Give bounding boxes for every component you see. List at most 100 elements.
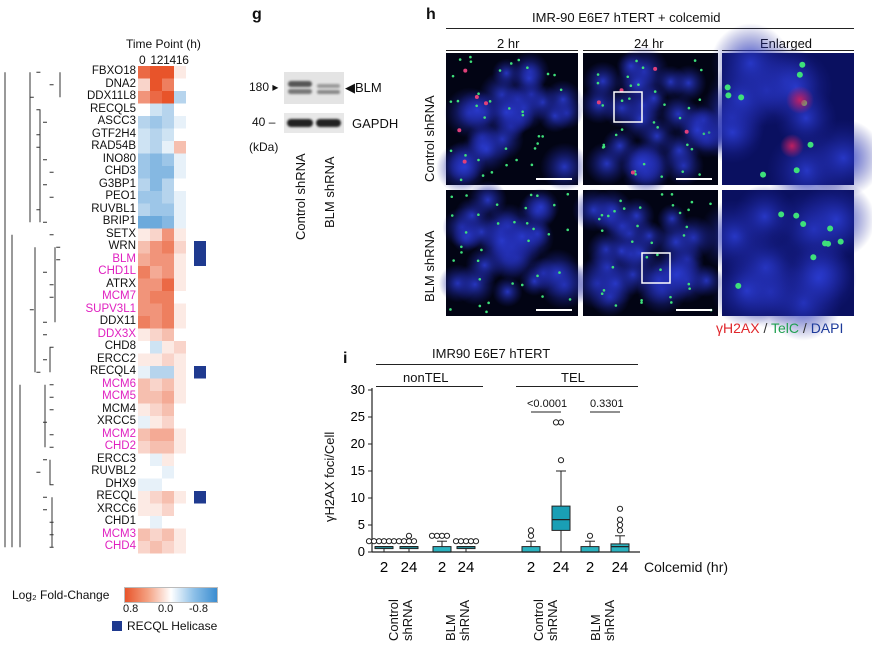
telc-foci [524, 206, 528, 210]
box-outlier [365, 538, 373, 545]
telc-foci [687, 208, 690, 212]
telc-foci [449, 149, 453, 153]
gene-label: BRIP1 [102, 215, 136, 227]
heatmap-cell [174, 203, 186, 216]
stain-legend: γH2AX / TelC / DAPI [716, 320, 844, 336]
telc-foci [698, 173, 701, 176]
gene-label: MCM4 [102, 402, 136, 415]
y-tick-label: 5 [358, 517, 365, 532]
heatmap-cell [174, 91, 186, 104]
heatmap-cell [138, 491, 150, 504]
gene-label: MCM2 [102, 427, 136, 440]
recql-marker [194, 253, 206, 266]
telc-foci [460, 251, 463, 254]
heatmap-cell [138, 178, 150, 191]
telc-foci [688, 287, 691, 290]
telc-foci [450, 214, 454, 217]
telc-foci [546, 72, 550, 76]
heatmap-cell [138, 403, 150, 416]
telc-foci [810, 254, 817, 261]
gh2ax-foci [457, 128, 462, 133]
heatmap-cell [138, 153, 150, 166]
blot-gapdh-label: GAPDH [352, 116, 399, 131]
heatmap-cell [150, 91, 162, 104]
telc-foci [488, 100, 492, 103]
dapi-chromatin [601, 87, 642, 129]
gene-label: G3BP1 [98, 177, 136, 190]
gene-label: RUVBL1 [91, 202, 136, 215]
heatmap-cell [174, 453, 186, 466]
telc-foci [650, 241, 654, 245]
heatmap-timepoints: 0 121416 [139, 53, 189, 67]
gene-label: SUPV3L1 [85, 302, 136, 315]
p-value-1: <0.0001 [527, 398, 568, 410]
group-tel-line [516, 386, 638, 387]
gene-label: RAD54B [91, 140, 136, 152]
heatmap-cell [174, 366, 186, 379]
heatmap-cell [174, 391, 186, 404]
box-outlier [616, 527, 624, 534]
heatmap-cell [150, 66, 162, 79]
dapi-chromatin [489, 95, 524, 130]
x-tick-label: 2 [527, 559, 535, 576]
telc-foci [656, 126, 659, 129]
heatmap-cell [150, 116, 162, 129]
box-outlier [467, 538, 475, 545]
y-tick-label: 10 [351, 490, 365, 505]
heatmap-cell [150, 416, 162, 429]
gh2ax-foci [596, 100, 601, 105]
heatmap-cell [162, 428, 174, 441]
colorbar-tick-high: 0.8 [123, 603, 139, 615]
telc-foci [480, 248, 483, 252]
telc-foci [613, 209, 616, 213]
panel-h-label: h [426, 6, 436, 23]
heatmap-cell [162, 266, 174, 279]
telc-foci [477, 158, 480, 162]
x-tick-label: 24 [553, 559, 570, 576]
heatmap-cell [150, 353, 162, 366]
heatmap-cell [174, 228, 186, 241]
telc-foci [626, 75, 630, 79]
box-outlier [452, 538, 460, 545]
gene-label: ERCC2 [97, 352, 136, 365]
heatmap-cell [162, 466, 174, 479]
heatmap-cell [162, 141, 174, 154]
heatmap-cell [150, 528, 162, 541]
telc-foci [490, 171, 494, 174]
heatmap-cell [150, 503, 162, 516]
telc-foci [559, 88, 563, 92]
telc-foci [638, 206, 642, 209]
x-tick-label: 24 [612, 559, 629, 576]
telc-foci [636, 224, 639, 228]
heatmap-cell [138, 91, 150, 104]
y-tick-label: 30 [351, 382, 365, 397]
gene-label: DDX11 [99, 315, 136, 327]
mw-marker-40: 40 – [252, 115, 276, 129]
heatmap-cell [150, 128, 162, 141]
y-tick-label: 15 [351, 463, 365, 478]
heatmap-cell [162, 203, 174, 216]
telc-foci [537, 134, 541, 138]
gh2ax-foci [653, 66, 658, 71]
telc-foci [505, 163, 508, 167]
heatmap-cell [138, 466, 150, 479]
heatmap-cell [150, 203, 162, 216]
telc-foci [637, 83, 640, 86]
box-outlier [395, 538, 403, 545]
heatmap-cell [162, 103, 174, 116]
heatmap-cell [150, 478, 162, 491]
heatmap-cell [162, 453, 174, 466]
telc-foci [536, 142, 539, 145]
heatmap-cell [174, 266, 186, 279]
telc-foci [660, 175, 664, 178]
telc-foci [670, 301, 673, 304]
heatmap-cell [162, 303, 174, 316]
heatmap-cell [174, 128, 186, 141]
colorbar-tick-mid: 0.0 [158, 603, 174, 615]
gene-label: SETX [105, 227, 136, 240]
gene-label: DDX3X [97, 327, 136, 340]
telc-foci [541, 135, 544, 138]
telc-foci [558, 271, 561, 274]
telc-foci [645, 255, 649, 259]
heatmap-cell [150, 316, 162, 329]
